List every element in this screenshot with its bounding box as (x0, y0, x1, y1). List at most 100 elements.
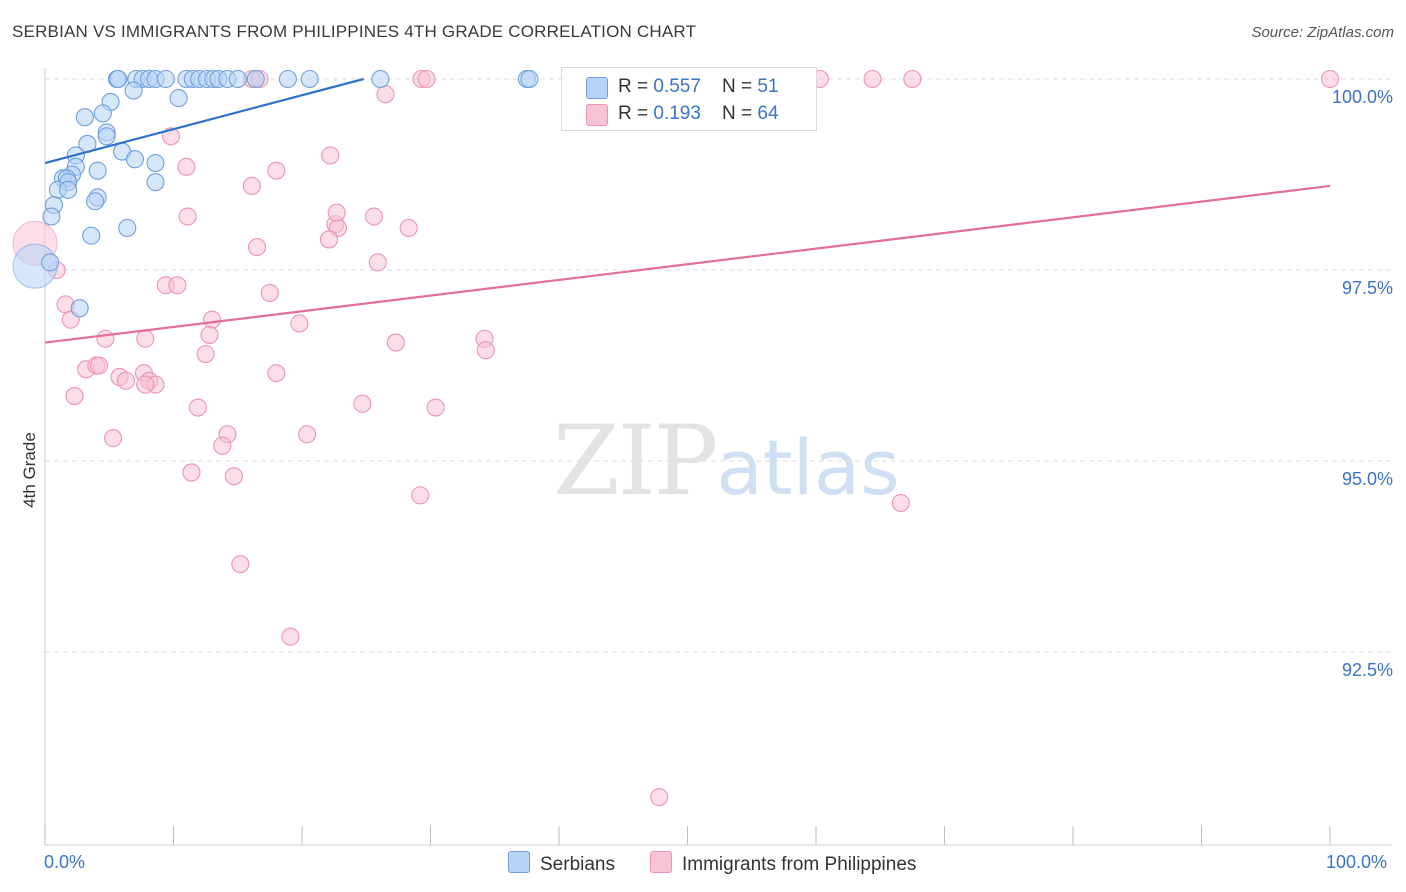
serbian-point (109, 69, 128, 89)
philippines-point (891, 493, 910, 513)
legend-serbians-stats: R = 0.557 N = 51 (618, 76, 779, 98)
serbian-point (97, 127, 116, 146)
series-serbians (12, 69, 593, 318)
serbians-swatch (586, 77, 608, 99)
philippines-point (182, 463, 201, 482)
legend-item-serbians[interactable]: Serbians (508, 851, 615, 876)
y-tick-label-95: 95.0% (1341, 469, 1393, 489)
philippines-point (650, 788, 669, 807)
philippines-point (476, 341, 495, 360)
serbian-point (93, 104, 112, 123)
serbian-point (146, 173, 165, 192)
serbian-point (124, 81, 143, 100)
serbian-point (125, 150, 144, 169)
philippines-point (399, 218, 418, 238)
philippines-point (353, 394, 372, 413)
legend-philippines-stats: R = 0.193 N = 64 (618, 103, 779, 125)
x-tick-label-max: 100.0% (1326, 852, 1388, 872)
philippines-point (386, 333, 405, 352)
n-value: 64 (757, 103, 779, 124)
serbian-point (169, 89, 188, 108)
philippines-point (863, 69, 882, 89)
legend-label-serbians: Serbians (540, 854, 615, 875)
philippines-point (203, 310, 222, 329)
philippines-point (168, 276, 187, 295)
y-tick-label-97-5: 97.5% (1341, 278, 1393, 298)
philippines-point (426, 398, 445, 417)
philippines-point (290, 314, 309, 333)
serbian-point (520, 69, 539, 89)
philippines-point (136, 375, 155, 394)
philippines-point (116, 371, 136, 390)
philippines-point (224, 467, 243, 486)
serbian-point (278, 69, 297, 89)
philippines-point (417, 69, 436, 89)
philippines-point (242, 176, 261, 196)
philippines-point (281, 627, 300, 646)
philippines-point (364, 207, 384, 226)
philippines-point (260, 283, 279, 302)
serbians-legend-swatch (508, 851, 530, 873)
serbian-point (246, 69, 265, 89)
philippines-point (267, 161, 286, 180)
serbian-point (41, 253, 60, 272)
philippines-point (368, 253, 387, 272)
serbian-point (146, 153, 165, 173)
philippines-point (319, 230, 339, 249)
serbian-point (118, 218, 137, 238)
serbian-point (75, 108, 94, 127)
r-label: R = (618, 103, 654, 124)
r-label: R = (618, 76, 654, 97)
r-value: 0.193 (653, 103, 701, 124)
philippines-point (298, 425, 317, 444)
philippines-point (267, 364, 286, 383)
philippines-point (247, 238, 267, 257)
r-value: 0.557 (653, 76, 701, 97)
correlation-legend: R = 0.557 N = 51 R = 0.193 N = 64 (561, 67, 817, 131)
philippines-point (327, 203, 346, 222)
serbian-trend-line (44, 77, 364, 165)
philippines-point (411, 486, 430, 505)
y-tick-label-100: 100.0% (1331, 87, 1393, 107)
legend-item-philippines[interactable]: Immigrants from Philippines (650, 851, 916, 876)
series-philippines (12, 69, 1340, 807)
serbian-point (42, 207, 61, 226)
watermark-atlas: atlas (716, 423, 900, 512)
legend-label-philippines: Immigrants from Philippines (682, 854, 917, 875)
serbian-point (86, 192, 105, 211)
philippines-legend-swatch (650, 851, 672, 873)
philippines-point (321, 146, 340, 165)
philippines-point (903, 69, 922, 89)
serbian-point (300, 69, 319, 89)
philippines-point (178, 207, 197, 226)
philippines-point (213, 436, 232, 455)
serbian-point (70, 299, 89, 318)
y-tick-label-92-5: 92.5% (1341, 660, 1393, 680)
n-label: N = (722, 76, 758, 97)
serbian-point (228, 69, 247, 89)
serbian-point (88, 161, 107, 180)
x-tick-label-min: 0.0% (44, 852, 86, 872)
philippines-point (196, 344, 215, 364)
trend-lines (44, 77, 1331, 344)
philippines-point (136, 329, 155, 348)
philippines-trend-line (44, 184, 1331, 344)
philippines-point (188, 398, 207, 417)
n-label: N = (722, 103, 758, 124)
philippines-point (89, 356, 109, 375)
serbian-point (82, 226, 101, 245)
philippines-point (104, 429, 123, 448)
axes (44, 68, 1392, 846)
philippines-point (96, 329, 115, 348)
serbian-point (156, 69, 175, 89)
n-value: 51 (757, 76, 779, 97)
philippines-point (376, 85, 395, 104)
serbian-point (59, 180, 78, 199)
philippines-point (177, 157, 196, 176)
serbian-point (371, 69, 390, 89)
philippines-point (231, 555, 250, 574)
philippines-point (65, 387, 84, 406)
chart-title: SERBIAN VS IMMIGRANTS FROM PHILIPPINES 4… (12, 22, 697, 41)
philippines-point (1320, 69, 1340, 89)
